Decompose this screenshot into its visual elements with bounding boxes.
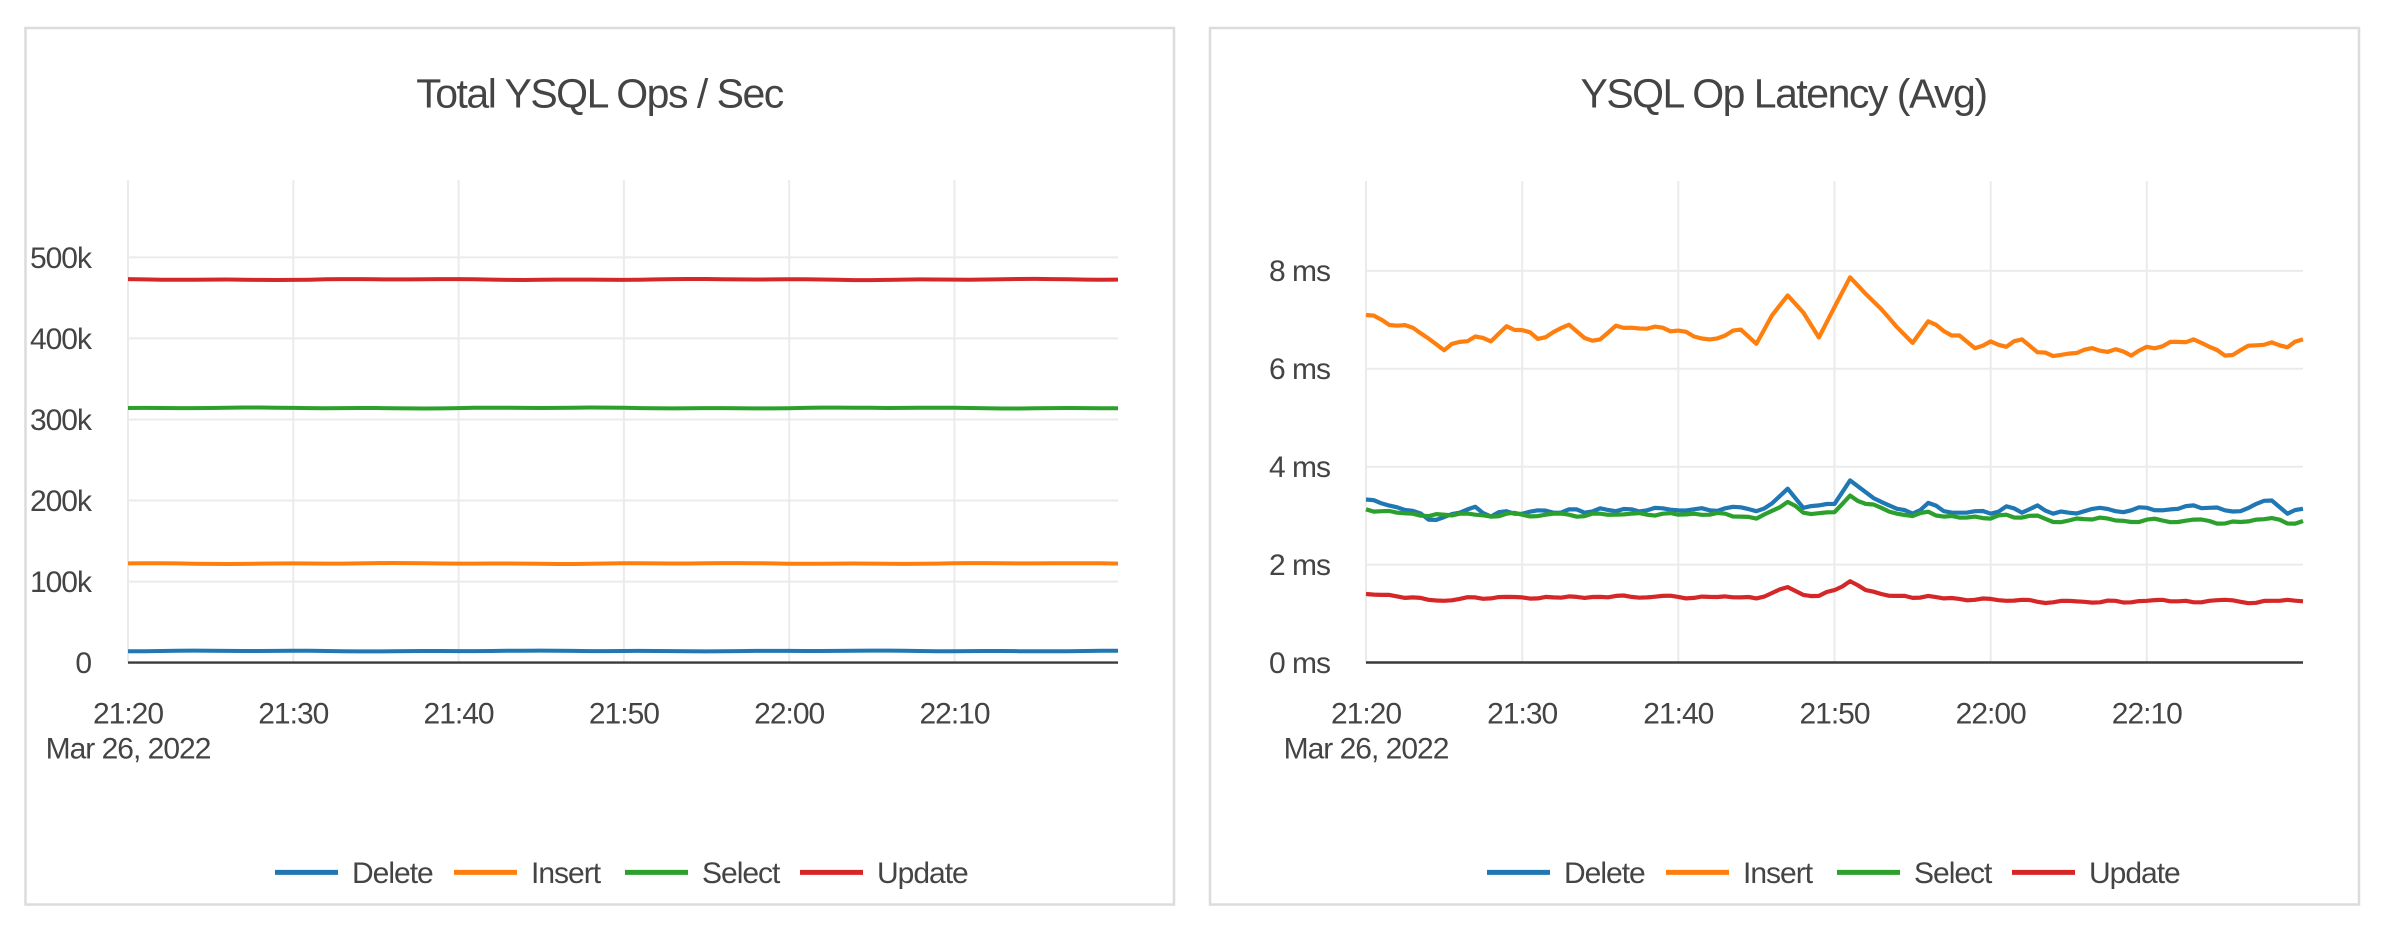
svg-text:8 ms: 8 ms bbox=[1269, 255, 1330, 288]
svg-text:21:30: 21:30 bbox=[258, 698, 328, 731]
svg-text:Insert: Insert bbox=[531, 857, 602, 890]
svg-text:0 ms: 0 ms bbox=[1269, 647, 1330, 680]
svg-text:100k: 100k bbox=[30, 566, 93, 599]
svg-text:2 ms: 2 ms bbox=[1269, 549, 1330, 582]
svg-text:0: 0 bbox=[75, 647, 91, 680]
svg-text:YSQL Op Latency (Avg): YSQL Op Latency (Avg) bbox=[1580, 71, 1986, 117]
svg-text:Delete: Delete bbox=[352, 857, 433, 890]
svg-text:6 ms: 6 ms bbox=[1269, 353, 1330, 386]
svg-text:21:20: 21:20 bbox=[1331, 698, 1401, 731]
svg-text:Total YSQL Ops / Sec: Total YSQL Ops / Sec bbox=[416, 71, 784, 117]
svg-text:Update: Update bbox=[877, 857, 968, 890]
svg-text:Select: Select bbox=[1914, 857, 1993, 890]
svg-text:22:00: 22:00 bbox=[754, 698, 824, 731]
svg-text:400k: 400k bbox=[30, 323, 93, 356]
svg-text:22:10: 22:10 bbox=[2112, 698, 2182, 731]
svg-text:200k: 200k bbox=[30, 485, 93, 518]
svg-text:21:30: 21:30 bbox=[1487, 698, 1557, 731]
svg-text:Delete: Delete bbox=[1564, 857, 1645, 890]
svg-text:4 ms: 4 ms bbox=[1269, 451, 1330, 484]
svg-text:Mar 26, 2022: Mar 26, 2022 bbox=[1284, 733, 1449, 766]
svg-text:500k: 500k bbox=[30, 242, 93, 275]
svg-text:21:40: 21:40 bbox=[424, 698, 494, 731]
svg-text:22:00: 22:00 bbox=[1956, 698, 2026, 731]
svg-text:300k: 300k bbox=[30, 404, 93, 437]
svg-text:Select: Select bbox=[702, 857, 781, 890]
svg-text:21:50: 21:50 bbox=[1799, 698, 1869, 731]
svg-text:21:20: 21:20 bbox=[93, 698, 163, 731]
svg-text:21:40: 21:40 bbox=[1643, 698, 1713, 731]
svg-text:Mar 26, 2022: Mar 26, 2022 bbox=[46, 733, 211, 766]
svg-text:Insert: Insert bbox=[1743, 857, 1814, 890]
svg-text:21:50: 21:50 bbox=[589, 698, 659, 731]
svg-text:Update: Update bbox=[2089, 857, 2180, 890]
svg-text:22:10: 22:10 bbox=[919, 698, 989, 731]
